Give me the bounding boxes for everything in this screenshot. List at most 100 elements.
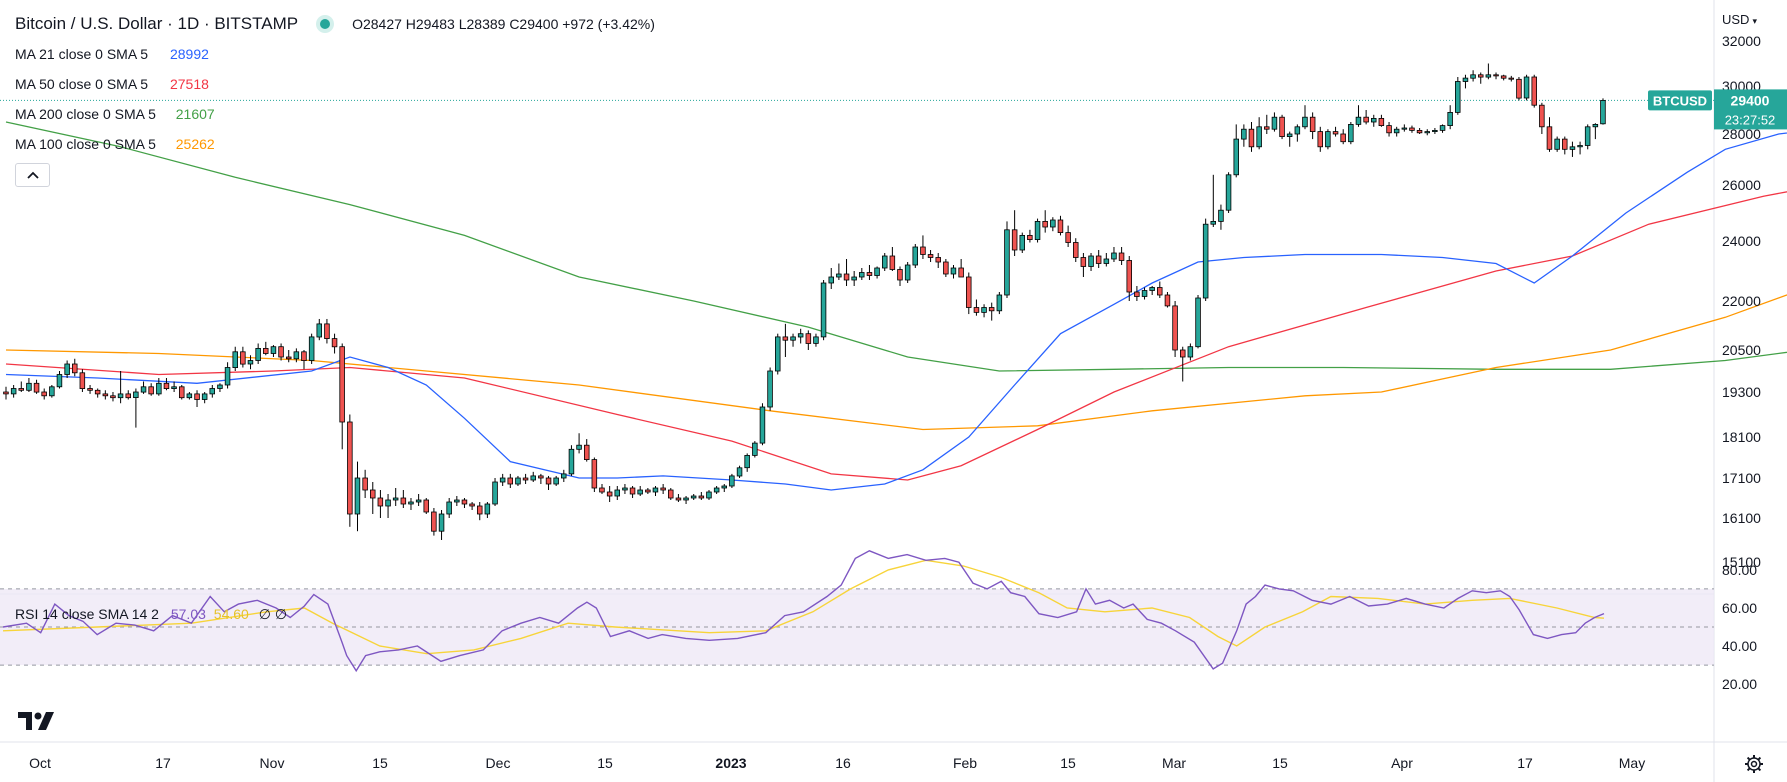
candle (675, 494, 682, 502)
rsi-tick-label: 40.00 (1722, 638, 1757, 654)
candle-body (507, 477, 513, 485)
candle (637, 486, 643, 496)
candle (904, 262, 911, 283)
candle-body (79, 372, 86, 389)
candle-body (1034, 220, 1041, 240)
candle (461, 498, 468, 508)
symbol-tag-label: BTCUSD (1653, 93, 1707, 108)
candle-body (698, 495, 705, 499)
candle-body (125, 393, 132, 399)
candle-body (1080, 257, 1087, 267)
candle-body (782, 336, 789, 341)
candle (1111, 247, 1117, 262)
candle-body (1371, 118, 1377, 123)
candle (1126, 256, 1133, 301)
candle (125, 390, 132, 400)
candle-body (973, 307, 980, 313)
candle-body (1118, 252, 1125, 261)
candle (285, 350, 292, 363)
time-tick-label: May (1619, 755, 1645, 771)
candle-body (454, 499, 460, 503)
time-tick-label: 15 (372, 755, 388, 771)
candle-body (904, 264, 911, 281)
candle-body (790, 336, 796, 341)
candle-body (262, 347, 269, 354)
candle (408, 498, 414, 510)
candle-body (133, 391, 139, 398)
candle (1195, 295, 1201, 349)
candle-body (49, 386, 55, 397)
indicator-ma200[interactable]: MA 200 close 0 SMA 5 21607 (15, 106, 215, 122)
rsi-pane (0, 550, 1714, 673)
candle (194, 390, 200, 407)
candle (1264, 114, 1270, 134)
candle-body (117, 393, 124, 399)
candle (584, 439, 590, 462)
candle-body (988, 307, 995, 312)
symbol-title[interactable]: Bitcoin / U.S. Dollar · 1D · BITSTAMP (15, 14, 299, 33)
candle-body (874, 267, 880, 276)
candle-body (660, 487, 666, 491)
candle-body (668, 489, 674, 499)
candle (1134, 286, 1140, 301)
candle-body (102, 393, 109, 397)
candle (1065, 225, 1071, 247)
indicator-value: 21607 (175, 106, 215, 122)
tradingview-logo-icon[interactable] (18, 710, 58, 732)
candle (1424, 129, 1431, 136)
candle (110, 392, 116, 402)
candle-body (392, 497, 399, 501)
candle (1531, 74, 1538, 108)
candle-body (308, 336, 315, 361)
candle-body (1294, 126, 1301, 135)
candle-body (1546, 126, 1553, 150)
candle (232, 346, 238, 371)
candle-body (744, 454, 750, 469)
candle-body (316, 323, 322, 338)
candle (308, 333, 315, 364)
candle-body (1264, 126, 1270, 130)
candle-body (820, 282, 827, 338)
candle (469, 502, 475, 510)
candle (1233, 124, 1240, 178)
candle (813, 333, 819, 347)
candle (1432, 128, 1438, 134)
candle-body (255, 347, 261, 361)
candle-body (1241, 128, 1247, 140)
collapse-legend-button[interactable] (15, 163, 50, 187)
candle-body (1279, 116, 1285, 137)
candle (1500, 74, 1507, 81)
rsi-legend[interactable]: RSI 14 close SMA 14 2 57.03 54.60 ∅ ∅ (15, 606, 287, 623)
indicator-ma100[interactable]: MA 100 close 0 SMA 5 25262 (15, 136, 215, 152)
candle (782, 323, 789, 357)
candle (1562, 136, 1568, 155)
indicator-ma50[interactable]: MA 50 close 0 SMA 5 27518 (15, 76, 209, 92)
gear-icon[interactable] (1744, 754, 1764, 774)
candle-body (347, 421, 353, 515)
candle-body (950, 267, 957, 275)
candle-body (1325, 131, 1331, 148)
candle (836, 263, 842, 280)
indicator-ma21[interactable]: MA 21 close 0 SMA 5 28992 (15, 46, 209, 62)
candle (117, 371, 124, 404)
candle (1584, 124, 1591, 150)
candle-body (622, 487, 628, 491)
candle-body (927, 254, 934, 258)
candle (530, 471, 537, 482)
candle-body (920, 246, 926, 255)
candle (1088, 253, 1094, 271)
currency-selector[interactable]: USD ▾ (1722, 12, 1757, 27)
candle (186, 392, 193, 400)
candle (3, 386, 9, 400)
candle-body (1439, 125, 1446, 131)
candle (262, 341, 269, 356)
candle-body (1569, 146, 1576, 150)
currency-label: USD (1722, 12, 1750, 27)
rsi-sma-value: 54.60 (213, 606, 249, 622)
indicator-value: 25262 (175, 136, 215, 152)
candle (224, 362, 231, 389)
time-tick-label: 15 (1272, 755, 1288, 771)
candle (1164, 292, 1171, 308)
candle (591, 457, 598, 492)
